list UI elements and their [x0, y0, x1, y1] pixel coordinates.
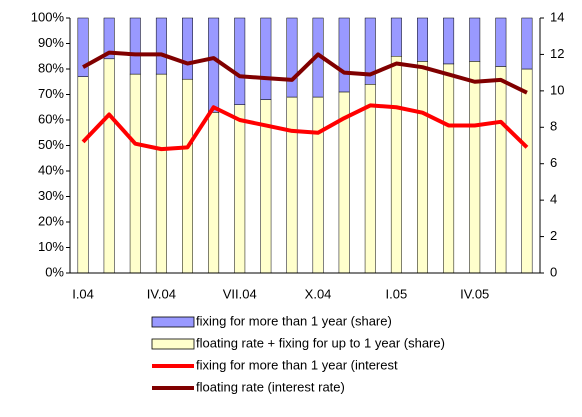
y-tick-label: 50% [38, 137, 64, 152]
y-tick-label: 10% [38, 239, 64, 254]
x-tick-label: X.04 [305, 286, 332, 301]
x-tick-label: IV.04 [147, 286, 176, 301]
legend-swatch [151, 316, 195, 328]
bar [312, 96, 324, 274]
bar [286, 17, 298, 98]
y2-tick-label: 6 [550, 155, 557, 170]
bar [103, 58, 115, 274]
y-tick-label: 40% [38, 162, 64, 177]
y2-tick-label: 0 [550, 264, 557, 279]
bar [443, 17, 455, 65]
bar [390, 17, 402, 57]
bar [208, 112, 220, 274]
y-tick-label: 80% [38, 60, 64, 75]
y2-tick-label: 2 [550, 228, 557, 243]
bar [77, 17, 89, 77]
bar [155, 17, 167, 75]
bar [286, 96, 298, 274]
bar [521, 17, 533, 70]
bar [77, 76, 89, 274]
bar [234, 104, 246, 274]
bar [208, 17, 220, 113]
legend-label: floating rate + fixing for up to 1 year … [196, 335, 445, 350]
legend-label: floating rate (interest rate) [196, 379, 345, 394]
x-tick-label: VII.04 [223, 286, 257, 301]
y2-tick-label: 4 [550, 192, 557, 207]
y-tick-label: 30% [38, 188, 64, 203]
bar [338, 17, 350, 93]
y-tick-label: 70% [38, 86, 64, 101]
legend-swatch [151, 338, 195, 350]
line [81, 103, 529, 152]
y-tick-label: 20% [38, 213, 64, 228]
bar [182, 78, 193, 274]
bar [129, 73, 141, 274]
bar [521, 68, 533, 274]
legend-label: fixing for more than 1 year (interest [196, 357, 398, 372]
bar [417, 61, 428, 274]
bar [495, 66, 507, 274]
y-tick-label: 0% [45, 264, 64, 279]
bar [364, 84, 376, 274]
y-tick-label: 60% [38, 111, 64, 126]
bar [364, 17, 376, 85]
legend-label: fixing for more than 1 year (share) [196, 313, 392, 328]
bar [417, 17, 428, 62]
y2-tick-label: 12 [550, 46, 564, 61]
bar [182, 17, 193, 80]
line [82, 50, 528, 95]
bar [260, 17, 272, 100]
x-tick-label: IV.05 [460, 286, 489, 301]
bar [103, 17, 115, 60]
y-tick-label: 100% [31, 9, 65, 24]
bar [390, 56, 402, 274]
bar [469, 61, 481, 274]
bar [129, 17, 141, 75]
x-tick-label: I.04 [72, 286, 94, 301]
y2-tick-label: 14 [550, 9, 564, 24]
bar [443, 63, 455, 274]
x-tick-label: I.05 [386, 286, 408, 301]
bar [155, 73, 167, 274]
bar [234, 17, 246, 105]
y-tick-label: 90% [38, 35, 64, 50]
y2-tick-label: 10 [550, 82, 564, 97]
bar [495, 17, 507, 67]
y2-tick-label: 8 [550, 119, 557, 134]
bar [469, 17, 481, 62]
